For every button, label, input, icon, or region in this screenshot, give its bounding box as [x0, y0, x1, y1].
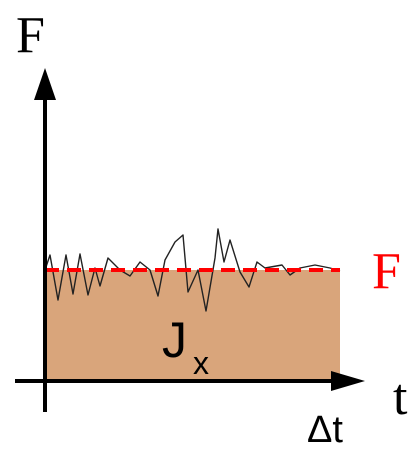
impulse-label-subscript: x: [193, 345, 209, 381]
interval-label: Δt: [307, 409, 343, 451]
impulse-label: J: [162, 312, 187, 368]
impulse-area: [45, 270, 340, 381]
x-axis-arrowhead: [331, 371, 365, 391]
y-axis-arrowhead: [34, 68, 56, 100]
average-force-label: F: [372, 243, 401, 300]
force-curve: [44, 228, 341, 312]
x-axis-label: t: [393, 369, 408, 426]
y-axis-label: F: [16, 7, 45, 64]
